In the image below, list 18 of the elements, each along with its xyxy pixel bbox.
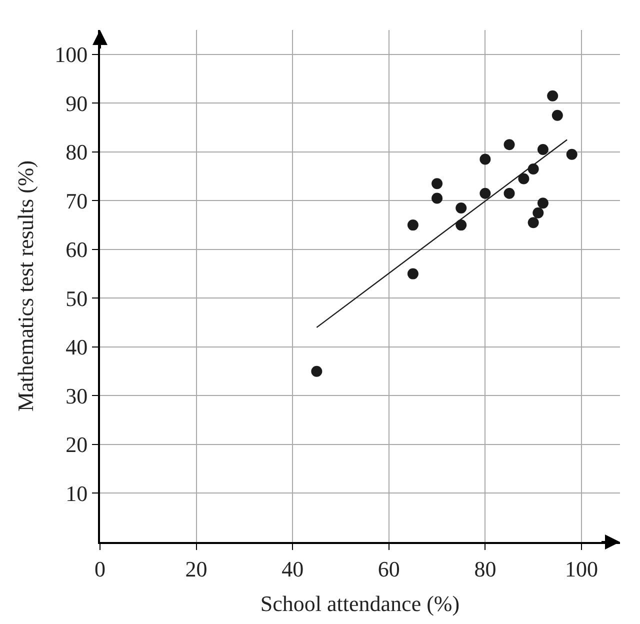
y-tick-label: 100 — [54, 42, 88, 68]
x-tick-label: 20 — [185, 556, 208, 582]
y-axis-title: Mathematics test results (%) — [12, 160, 38, 412]
y-tick-label: 60 — [66, 237, 88, 262]
y-tick-label: 50 — [66, 286, 88, 311]
x-tick-label: 40 — [282, 556, 304, 582]
x-tick-label: 60 — [378, 556, 400, 582]
y-tick-label: 90 — [66, 90, 88, 116]
x-tick-label: 100 — [564, 556, 598, 582]
y-tick-label: 70 — [66, 188, 88, 214]
x-tick-label: 0 — [94, 556, 106, 582]
x-tick-label: 80 — [474, 556, 496, 582]
y-tick-label: 10 — [66, 480, 88, 506]
y-tick-label: 20 — [66, 432, 88, 458]
y-tick-label: 30 — [66, 383, 88, 408]
x-axis-title: School attendance (%) — [260, 590, 460, 616]
y-tick-label: 80 — [66, 140, 88, 165]
y-tick-label: 40 — [66, 334, 88, 360]
